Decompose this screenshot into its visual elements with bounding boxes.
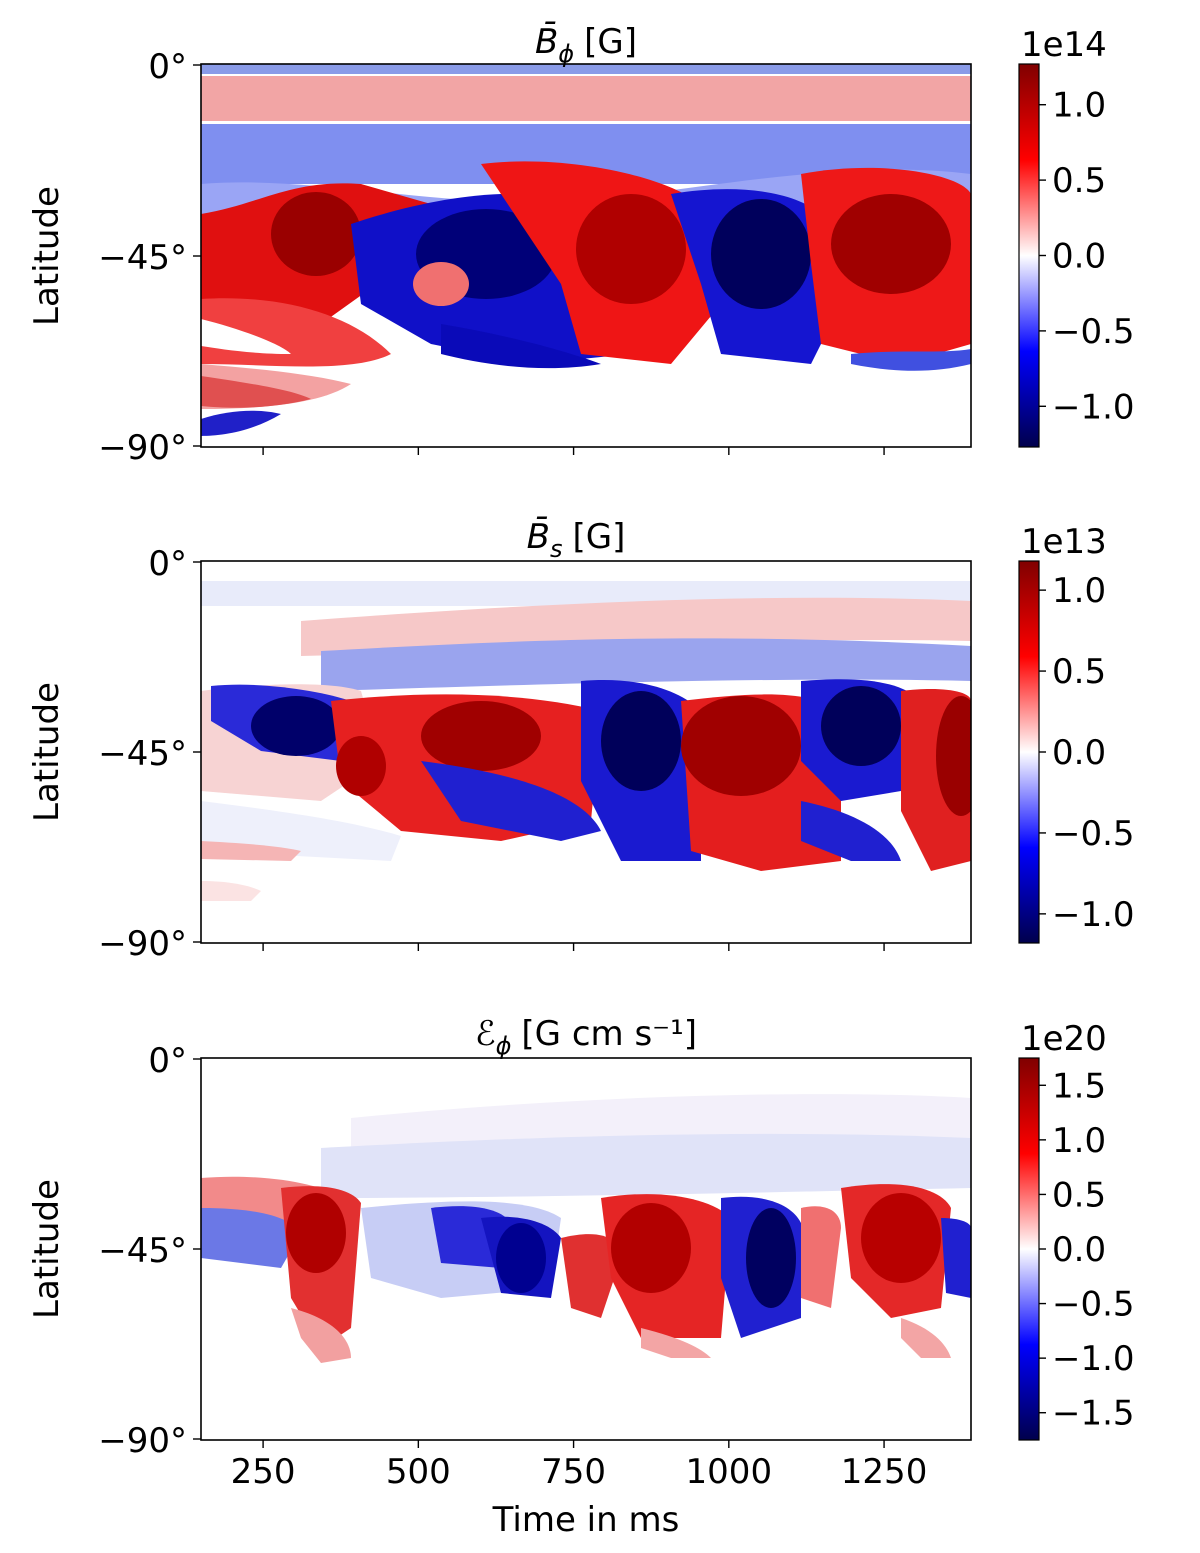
colorbar-offset: 1e20 (1021, 1019, 1107, 1059)
colorbar-tick-label: −0.5 (1052, 312, 1135, 352)
colorbar-tick-label: −1.0 (1052, 895, 1135, 935)
heatmap-image (201, 561, 971, 943)
colorbar-tick-label: 0.0 (1052, 1230, 1106, 1270)
heatmap-canvas (201, 561, 971, 943)
colorbar-offset: 1e13 (1021, 522, 1107, 562)
title-unit: [G] (584, 22, 637, 62)
y-tick-label: 0° (148, 47, 187, 87)
title-symbol: B̄ (527, 516, 550, 557)
colorbar-tick-label: 1.5 (1052, 1066, 1106, 1106)
x-tick-label: 1000 (686, 1452, 773, 1492)
x-ticks: 250 500 750 1000 1250 (231, 1440, 928, 1492)
title-symbol: ℰ (475, 1014, 496, 1054)
x-tick-label: 250 (231, 1452, 296, 1492)
panel-b-s: B̄s [G] Latitude 0° −45° −90° 1e13 1.0 0.5… (27, 516, 1135, 964)
panel-title: ℰϕ [G cm s⁻¹] (475, 1014, 697, 1060)
colorbar-tick-label: 1.0 (1052, 86, 1106, 126)
colorbar (1018, 560, 1040, 944)
title-unit: [G cm s⁻¹] (521, 1014, 697, 1054)
y-tick-label: −90° (98, 428, 187, 468)
title-subscript: ϕ (558, 40, 574, 68)
y-axis-label: Latitude (27, 682, 67, 822)
heatmap-image (201, 1058, 971, 1440)
colorbar-tick-label: −1.0 (1052, 387, 1135, 427)
y-tick-label: −90° (98, 924, 187, 964)
y-tick-label: 0° (148, 544, 187, 584)
colorbar-tick-label: −1.5 (1052, 1394, 1135, 1434)
title-subscript: s (550, 535, 563, 563)
colorbar-tick-label: −0.5 (1052, 1285, 1135, 1325)
colorbar-tick-label: 1.0 (1052, 1121, 1106, 1161)
y-tick-label: −45° (98, 238, 187, 278)
x-tick-label: 750 (541, 1452, 606, 1492)
colorbar-tick-label: −0.5 (1052, 814, 1135, 854)
colorbar-tick-label: 0.5 (1052, 161, 1106, 201)
y-tick-label: −45° (98, 734, 187, 774)
title-unit: [G] (572, 517, 625, 557)
heatmap-canvas (201, 64, 971, 447)
colorbar (1018, 63, 1040, 448)
heatmap-canvas (201, 1058, 971, 1440)
heatmap-image (201, 64, 971, 447)
panel-title: B̄s [G] (527, 516, 626, 563)
colorbar-tick-label: 0.0 (1052, 237, 1106, 277)
colorbar-offset: 1e14 (1021, 25, 1107, 65)
colorbar-tick-label: 0.0 (1052, 733, 1106, 773)
colorbar-ticks: 1.0 0.5 0.0 −0.5 −1.0 (1039, 86, 1135, 427)
x-tick-label: 500 (386, 1452, 451, 1492)
colorbar-tick-label: 0.5 (1052, 652, 1106, 692)
colorbar-tick-label: −1.0 (1052, 1339, 1135, 1379)
title-symbol: B̄ (535, 21, 558, 62)
colorbar-ticks: 1.5 1.0 0.5 0.0 −0.5 −1.0 −1.5 (1039, 1066, 1135, 1434)
y-tick-label: −45° (98, 1231, 187, 1271)
y-tick-label: −90° (98, 1421, 187, 1461)
panel-b-phi: B̄ϕ [G] Latitude 0° −45° −90° 1e14 1.0 0.5… (27, 21, 1135, 468)
x-ticks (262, 943, 885, 951)
x-axis-label: Time in ms (492, 1500, 680, 1540)
panel-title: B̄ϕ [G] (535, 21, 637, 68)
x-tick-label: 1250 (841, 1452, 928, 1492)
panel-e-phi: ℰϕ [G cm s⁻¹] Latitude 0° −45° −90° 250 50… (27, 1014, 1135, 1540)
y-axis-label: Latitude (27, 1179, 67, 1319)
title-subscript: ϕ (496, 1032, 512, 1060)
y-tick-label: 0° (148, 1041, 187, 1081)
y-axis-label: Latitude (27, 186, 67, 326)
colorbar-tick-label: 1.0 (1052, 571, 1106, 611)
x-ticks (262, 447, 885, 455)
colorbar (1018, 1057, 1040, 1441)
colorbar-tick-label: 0.5 (1052, 1175, 1106, 1215)
colorbar-ticks: 1.0 0.5 0.0 −0.5 −1.0 (1039, 571, 1135, 935)
